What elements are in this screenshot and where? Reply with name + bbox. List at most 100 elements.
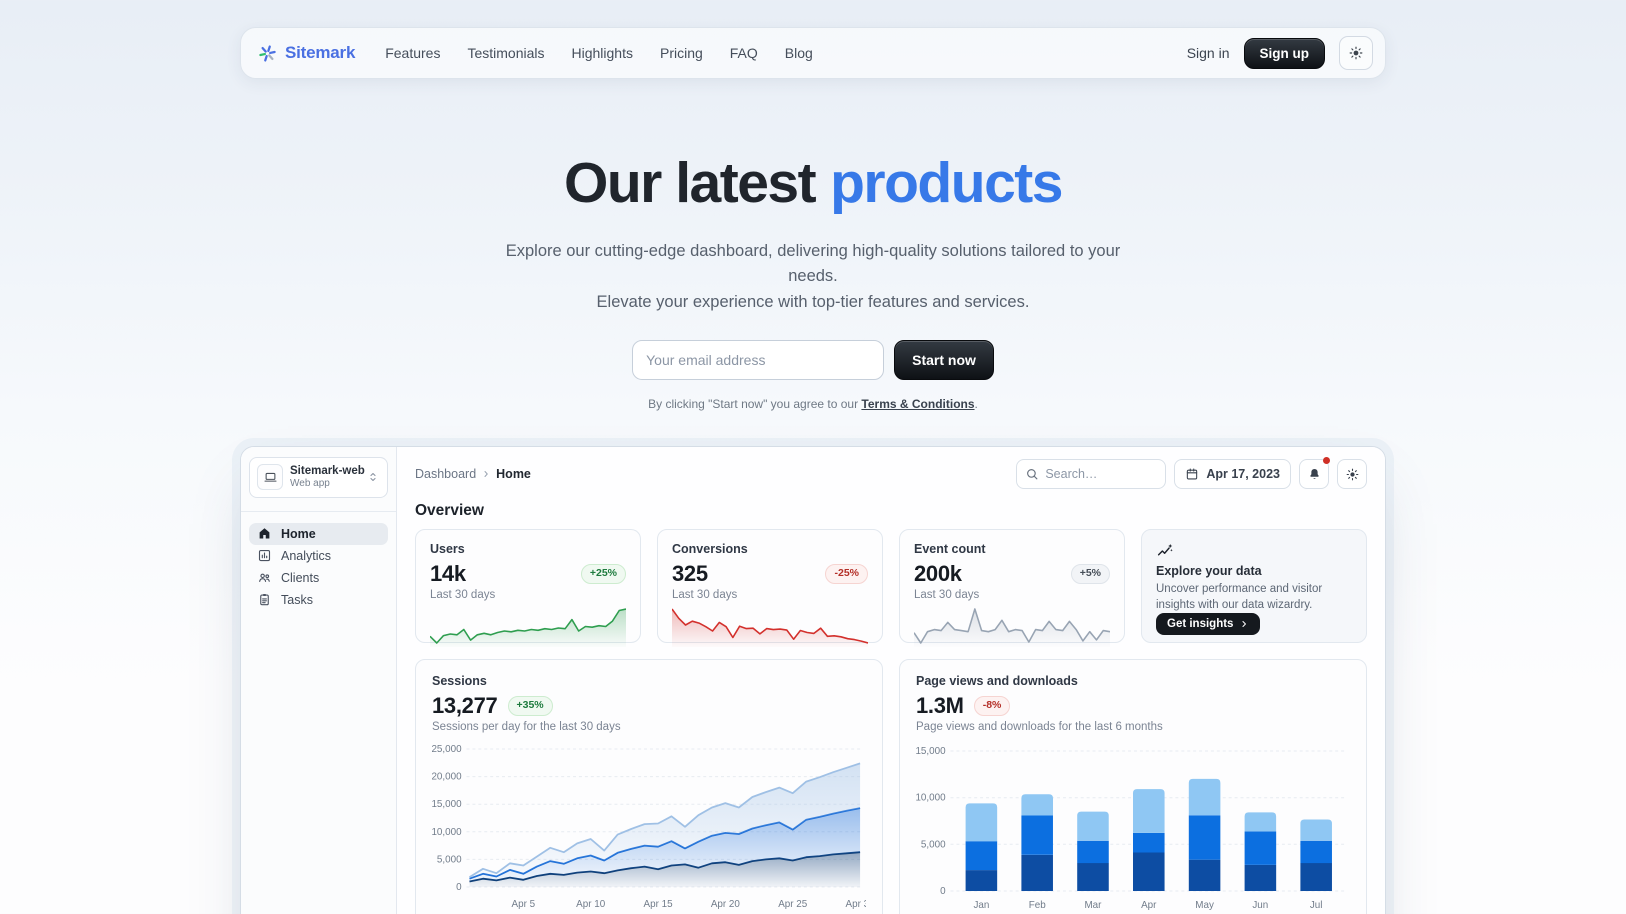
explore-body: Uncover performance and visitor insights… <box>1156 583 1323 612</box>
explore-data-card: Explore your data Uncover performance an… <box>1141 529 1367 643</box>
home-icon <box>257 526 272 541</box>
search-input[interactable] <box>1045 467 1158 481</box>
navbar-container: Sitemark Features Testimonials Highlight… <box>240 27 1386 79</box>
svg-text:10,000: 10,000 <box>916 793 946 804</box>
svg-text:0: 0 <box>940 886 946 897</box>
nav-link-highlights[interactable]: Highlights <box>571 45 633 61</box>
navbar-actions: Sign in Sign up <box>1187 36 1373 70</box>
stat-cards-row: Users 14k +25% Last 30 days Conversions … <box>415 529 1367 647</box>
nav-link-blog[interactable]: Blog <box>784 45 813 61</box>
search-icon <box>1025 467 1039 481</box>
stat-card-users: Users 14k +25% Last 30 days <box>415 529 641 647</box>
stat-title: Conversions <box>672 542 748 556</box>
hero-subtitle: Explore our cutting-edge dashboard, deli… <box>493 239 1133 316</box>
dashboard-preview: Sitemark-web Web app Home Analytics <box>240 446 1386 914</box>
bell-icon <box>1307 467 1322 482</box>
theme-toggle-button[interactable] <box>1339 36 1373 70</box>
nav-link-features[interactable]: Features <box>385 45 441 61</box>
dashboard-main: Dashboard Home <box>397 447 1385 914</box>
title-primary: Our latest <box>564 151 817 215</box>
svg-text:Jul: Jul <box>1310 900 1323 911</box>
chart-caption: Sessions per day for the last 30 days <box>432 721 621 733</box>
event-count-sparkline-chart <box>914 608 1110 647</box>
stat-value: 200k <box>914 561 962 586</box>
trend-badge: -8% <box>973 696 1011 716</box>
svg-text:15,000: 15,000 <box>432 799 462 810</box>
nav-link-pricing[interactable]: Pricing <box>659 45 703 61</box>
sessions-card: Sessions 13,277 +35% Sessions per day fo… <box>415 659 883 914</box>
chart-value: 13,277 <box>432 693 498 718</box>
workspace-type: Web app <box>290 478 330 490</box>
sign-up-button[interactable]: Sign up <box>1243 37 1325 69</box>
stat-card-event-count: Event count 200k +5% Last 30 days <box>899 529 1125 647</box>
sidebar-divider <box>241 510 396 512</box>
stat-card-conversions: Conversions 325 -25% Last 30 days <box>657 529 883 647</box>
header-actions: Apr 17, 2023 <box>1016 457 1367 489</box>
insights-icon <box>1156 542 1352 560</box>
subtitle-line-1: Explore our cutting-edge dashboard, deli… <box>505 241 1121 286</box>
trend-badge: -25% <box>825 564 868 584</box>
hero-section: Our latest products Explore our cutting-… <box>0 0 1626 412</box>
clients-icon <box>257 570 272 585</box>
workspace-select[interactable]: Sitemark-web Web app <box>249 457 388 498</box>
chart-value: 1.3M <box>916 693 964 718</box>
sign-in-button[interactable]: Sign in <box>1186 45 1230 61</box>
dashboard-theme-toggle-button[interactable] <box>1337 459 1367 489</box>
stat-title: Event count <box>914 542 986 556</box>
breadcrumb: Dashboard Home <box>415 467 531 481</box>
workspace-texts: Sitemark-web Web app <box>290 464 365 491</box>
sidebar-item-analytics[interactable]: Analytics <box>249 545 388 567</box>
trend-badge: +25% <box>580 564 626 584</box>
date-label: Apr 17, 2023 <box>1206 467 1280 481</box>
brand-name: Sitemark <box>285 43 356 62</box>
nav-link-testimonials[interactable]: Testimonials <box>467 45 545 61</box>
get-insights-button[interactable]: Get insights <box>1156 613 1261 636</box>
start-now-button[interactable]: Start now <box>894 340 994 381</box>
users-sparkline-chart <box>430 608 626 647</box>
sidebar-item-label: Analytics <box>281 548 332 563</box>
title-accent: products <box>830 151 1063 215</box>
svg-text:25,000: 25,000 <box>432 744 462 755</box>
laptop-icon <box>257 464 283 491</box>
sitemark-logo-icon <box>257 43 278 64</box>
sidebar-item-label: Clients <box>281 570 320 585</box>
svg-text:Apr 25: Apr 25 <box>778 899 808 910</box>
breadcrumb-dashboard[interactable]: Dashboard <box>415 467 477 481</box>
sessions-area-chart: 0 5,000 10,000 15,000 20,000 25,000 Apr 5 Apr 1… <box>432 744 866 910</box>
sidebar-item-label: Tasks <box>281 592 313 607</box>
charts-row: Sessions 13,277 +35% Sessions per day fo… <box>415 659 1367 914</box>
sidebar-item-clients[interactable]: Clients <box>249 567 388 589</box>
sidebar-item-label: Home <box>281 526 316 541</box>
date-picker-button[interactable]: Apr 17, 2023 <box>1174 459 1291 489</box>
calendar-icon <box>1185 467 1199 481</box>
notifications-button[interactable] <box>1299 457 1330 489</box>
chevron-right-icon <box>480 468 492 480</box>
nav-link-faq[interactable]: FAQ <box>729 45 758 61</box>
brand-logo[interactable]: Sitemark <box>257 43 355 64</box>
svg-text:5,000: 5,000 <box>921 839 946 850</box>
breadcrumb-home: Home <box>496 467 531 481</box>
trend-badge: +5% <box>1070 564 1110 584</box>
svg-text:0: 0 <box>456 882 462 893</box>
chart-title: Sessions <box>432 674 487 688</box>
svg-text:15,000: 15,000 <box>916 746 946 757</box>
sidebar-item-tasks[interactable]: Tasks <box>249 589 388 611</box>
page-title: Our latest products <box>0 152 1626 215</box>
sidebar-item-home[interactable]: Home <box>249 522 388 545</box>
svg-text:Apr 20: Apr 20 <box>711 899 741 910</box>
svg-text:10,000: 10,000 <box>432 827 462 838</box>
notification-dot <box>1323 457 1330 464</box>
stat-caption: Last 30 days <box>914 589 980 601</box>
unfold-more-icon <box>366 470 380 484</box>
stat-title: Users <box>430 542 465 556</box>
tasks-icon <box>257 592 272 607</box>
svg-text:20,000: 20,000 <box>432 772 462 783</box>
dashboard-header: Dashboard Home <box>415 457 1367 489</box>
terms-link[interactable]: Terms & Conditions <box>861 397 975 412</box>
stat-caption: Last 30 days <box>430 589 496 601</box>
conversions-sparkline-chart <box>672 608 868 647</box>
page-views-card: Page views and downloads 1.3M -8% Page v… <box>899 659 1367 914</box>
sun-icon <box>1348 45 1364 61</box>
svg-text:May: May <box>1195 900 1214 911</box>
email-field[interactable] <box>632 340 885 381</box>
